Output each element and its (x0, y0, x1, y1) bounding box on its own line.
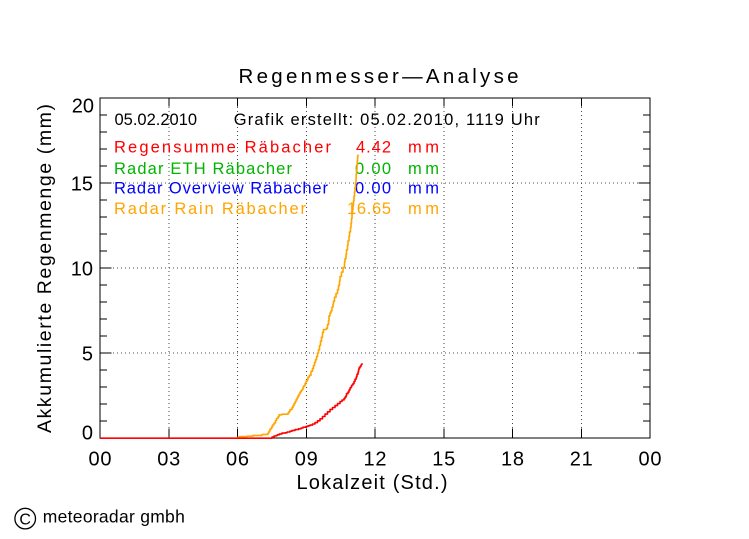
svg-text:4.42: 4.42 (356, 139, 391, 157)
svg-text:00: 00 (639, 449, 662, 471)
svg-text:Akkumulierte Regenmenge (mm): Akkumulierte Regenmenge (mm) (34, 104, 56, 433)
svg-text:C: C (19, 512, 31, 529)
svg-text:0.00: 0.00 (355, 160, 391, 178)
svg-text:Radar Rain Räbacher: Radar Rain Räbacher (114, 200, 307, 218)
svg-text:03: 03 (157, 449, 180, 471)
svg-text:20: 20 (72, 96, 94, 118)
svg-text:16.65: 16.65 (347, 200, 391, 218)
svg-text:12: 12 (364, 449, 387, 471)
svg-text:Grafik erstellt: 05.02.2010, 1: Grafik erstellt: 05.02.2010, 1119 Uhr (234, 111, 541, 129)
svg-text:Lokalzeit (Std.): Lokalzeit (Std.) (297, 472, 448, 494)
svg-text:Regenmesser—Analyse: Regenmesser—Analyse (239, 65, 519, 88)
svg-text:0: 0 (82, 423, 93, 445)
svg-text:15: 15 (432, 449, 455, 471)
svg-text:06: 06 (226, 449, 249, 471)
svg-text:5: 5 (82, 344, 93, 366)
svg-text:18: 18 (501, 449, 524, 471)
svg-text:Regensumme Räbacher: Regensumme Räbacher (114, 139, 332, 157)
svg-text:09: 09 (295, 449, 318, 471)
svg-text:0.00: 0.00 (355, 180, 391, 198)
svg-text:21: 21 (570, 449, 593, 471)
svg-text:Radar ETH Räbacher: Radar ETH Räbacher (114, 160, 293, 178)
svg-text:10: 10 (71, 259, 93, 281)
svg-text:15: 15 (71, 174, 93, 196)
svg-text:00: 00 (89, 449, 112, 471)
svg-text:05.02.2010: 05.02.2010 (115, 111, 198, 129)
svg-text:meteoradar gmbh: meteoradar gmbh (43, 507, 185, 527)
svg-text:Radar Overview Räbacher: Radar Overview Räbacher (114, 180, 329, 198)
